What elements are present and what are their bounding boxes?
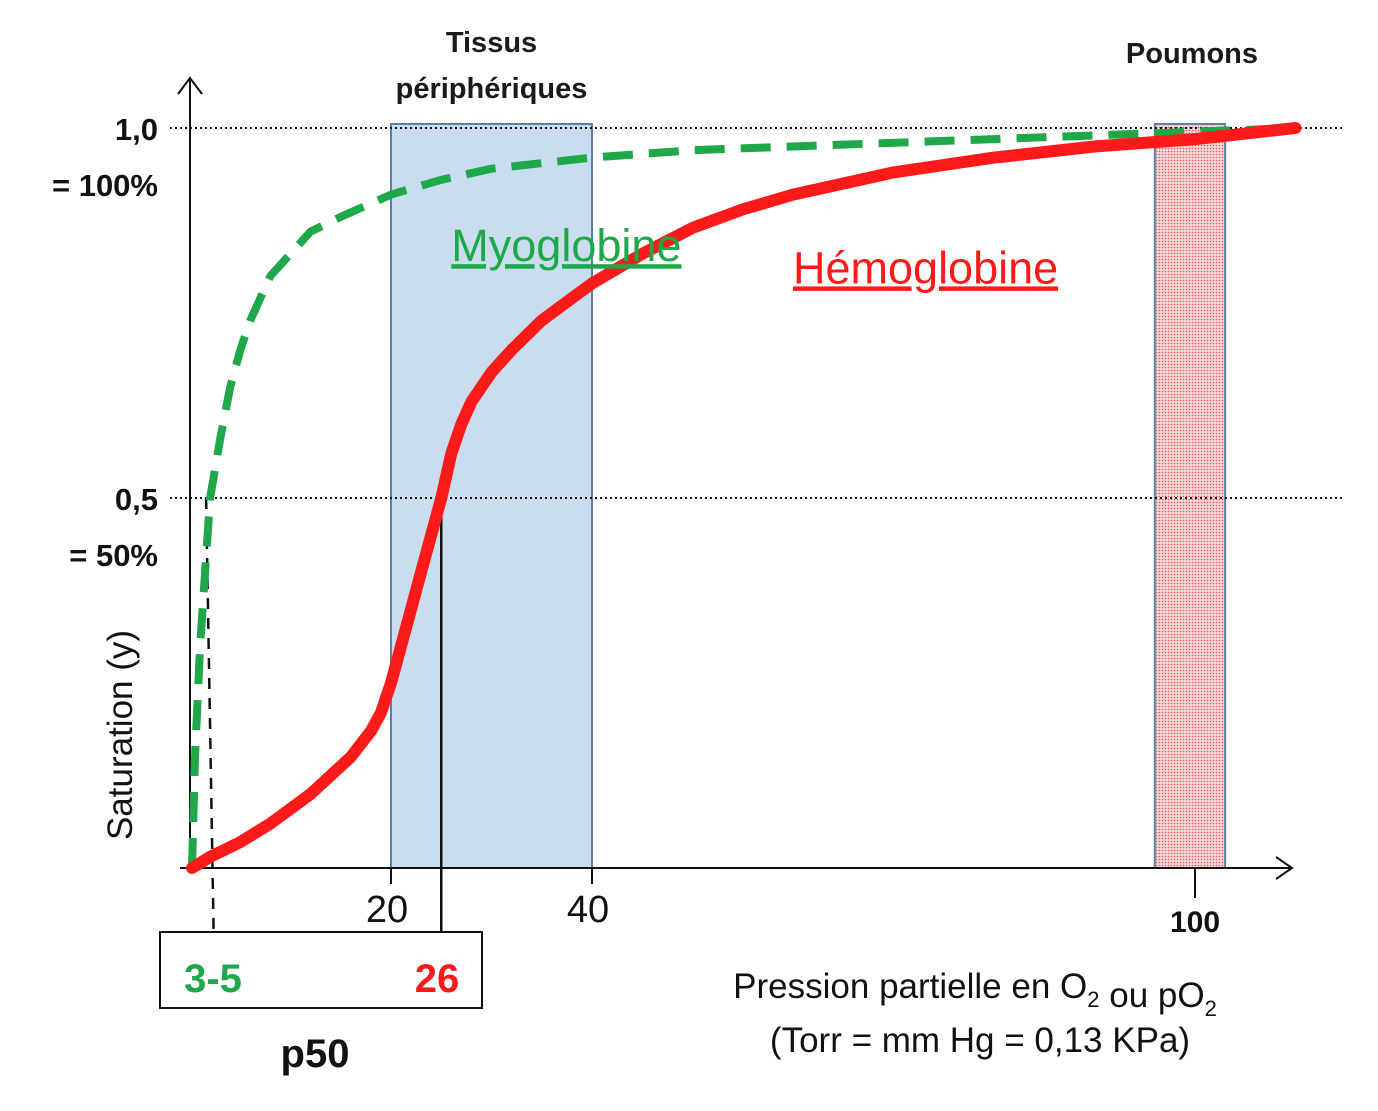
- region-poumons: [1153, 123, 1227, 869]
- x-axis-label-part: 2: [1205, 996, 1217, 1021]
- series-label-hemoglobine: Hémoglobine: [793, 242, 1058, 293]
- region-label-tissus-peripheriques-line-2: périphériques: [396, 73, 588, 105]
- x-axis-label: Pression partielle en O2 ou pO2: [733, 967, 1217, 1021]
- series-line-myoglobine: [188, 124, 1296, 869]
- x-axis-label-part: ou pO: [1100, 976, 1205, 1015]
- series-line-hemoglobine: [186, 122, 1302, 874]
- x-axis-label-part: Pression partielle en O: [733, 967, 1087, 1006]
- y-tick-label-1-0: 1,0: [115, 112, 158, 147]
- region-label-poumons-line-1: Poumons: [1126, 38, 1258, 70]
- x-tick-label-100: 100: [1170, 906, 1220, 939]
- y-axis-label: Saturation (y): [101, 630, 140, 840]
- y-axis-arrow-icon: [177, 76, 203, 95]
- x-axis-label-line2: (Torr = mm Hg = 0,13 KPa): [770, 1021, 1190, 1060]
- p50-guide-myoglobine: [204, 497, 216, 961]
- region-label-tissus-peripheriques-line-1: Tissus: [446, 27, 537, 59]
- y-tick-label-0-5: 0,5: [115, 482, 158, 517]
- y-tick-sublabel-0-5: = 50%: [69, 538, 158, 573]
- p50-value-myoglobine: 3-5: [184, 957, 242, 1001]
- x-tick-label-40: 40: [567, 889, 609, 931]
- x-axis-arrow-icon: [1275, 856, 1294, 880]
- x-tick-label-20: 20: [366, 889, 408, 931]
- p50-label: p50: [281, 1032, 350, 1076]
- x-axis-label-part: 2: [1087, 987, 1099, 1012]
- series-label-myoglobine: Myoglobine: [451, 220, 681, 271]
- region-tissus-peripheriques: [390, 123, 593, 869]
- p50-value-hemoglobine: 26: [415, 957, 460, 1001]
- y-tick-sublabel-1-0: = 100%: [52, 168, 158, 203]
- p50-box: [159, 931, 483, 1009]
